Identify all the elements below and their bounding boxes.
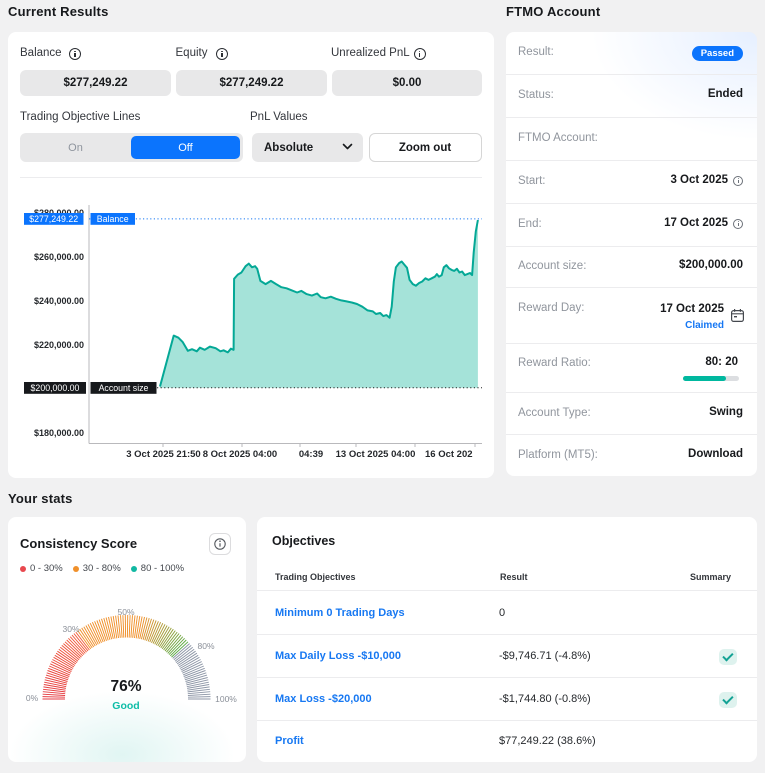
svg-text:3 Oct 2025 21:50: 3 Oct 2025 21:50 xyxy=(126,449,200,460)
svg-text:Account size: Account size xyxy=(99,383,149,393)
svg-text:$220,000.00: $220,000.00 xyxy=(34,340,84,350)
svg-text:30%: 30% xyxy=(62,624,79,634)
svg-text:$200,000.00: $200,000.00 xyxy=(31,383,80,393)
svg-text:16 Oct 202: 16 Oct 202 xyxy=(425,449,473,460)
svg-text:$240,000.00: $240,000.00 xyxy=(34,296,84,306)
svg-text:$180,000.00: $180,000.00 xyxy=(34,428,84,438)
svg-text:$260,000.00: $260,000.00 xyxy=(34,252,84,262)
svg-text:80%: 80% xyxy=(197,641,214,651)
svg-text:100%: 100% xyxy=(215,694,237,704)
svg-text:8 Oct 2025 04:00: 8 Oct 2025 04:00 xyxy=(203,449,277,460)
svg-text:50%: 50% xyxy=(117,607,134,617)
svg-text:04:39: 04:39 xyxy=(299,449,323,460)
svg-text:Balance: Balance xyxy=(97,214,129,224)
svg-text:0%: 0% xyxy=(26,693,39,703)
svg-text:13 Oct 2025 04:00: 13 Oct 2025 04:00 xyxy=(336,449,416,460)
svg-text:$277,249.22: $277,249.22 xyxy=(29,214,78,224)
